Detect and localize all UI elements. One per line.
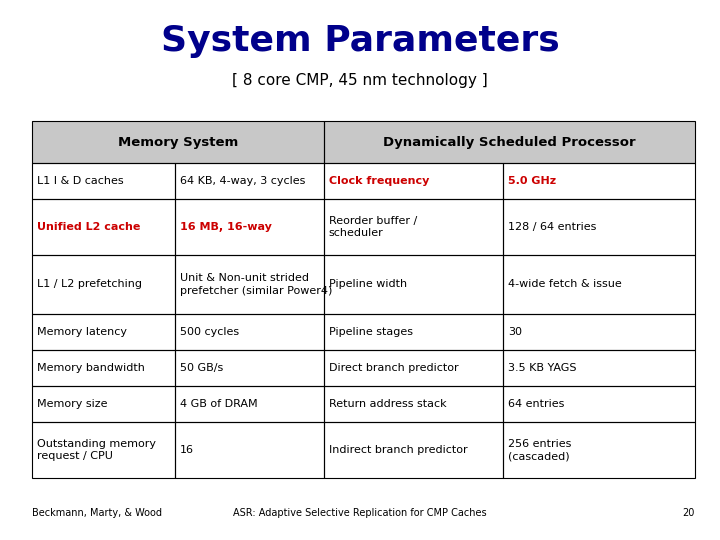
Bar	[503, 422, 695, 478]
Bar	[32, 350, 175, 386]
Text: Unit & Non-unit strided
prefetcher (similar Power4): Unit & Non-unit strided prefetcher (simi…	[180, 273, 332, 295]
Bar	[324, 122, 695, 163]
Text: Memory System: Memory System	[118, 136, 238, 148]
Text: [ 8 core CMP, 45 nm technology ]: [ 8 core CMP, 45 nm technology ]	[232, 73, 488, 88]
Bar	[324, 122, 695, 163]
Text: Direct branch predictor: Direct branch predictor	[329, 363, 459, 373]
Bar	[32, 163, 175, 199]
Bar	[32, 255, 175, 314]
Text: 256 entries
(cascaded): 256 entries (cascaded)	[508, 439, 571, 461]
Bar	[324, 314, 503, 350]
Text: Reorder buffer /
scheduler: Reorder buffer / scheduler	[329, 215, 417, 238]
Text: 4-wide fetch & issue: 4-wide fetch & issue	[508, 279, 621, 289]
Bar	[175, 199, 324, 255]
Text: Memory bandwidth: Memory bandwidth	[37, 363, 145, 373]
Text: 5.0 GHz: 5.0 GHz	[508, 176, 556, 186]
Text: 20: 20	[683, 508, 695, 518]
Text: Memory latency: Memory latency	[37, 327, 127, 337]
Text: System Parameters: System Parameters	[161, 24, 559, 58]
Text: Dynamically Scheduled Processor: Dynamically Scheduled Processor	[383, 136, 636, 148]
Bar	[32, 314, 175, 350]
Text: L1 / L2 prefetching: L1 / L2 prefetching	[37, 279, 143, 289]
Text: 500 cycles: 500 cycles	[180, 327, 239, 337]
Text: Pipeline width: Pipeline width	[329, 279, 407, 289]
Text: ASR: Adaptive Selective Replication for CMP Caches: ASR: Adaptive Selective Replication for …	[233, 508, 487, 518]
Bar	[503, 386, 695, 422]
Bar	[175, 163, 324, 199]
Bar	[175, 255, 324, 314]
Text: 16 MB, 16-way: 16 MB, 16-way	[180, 222, 271, 232]
Bar	[503, 314, 695, 350]
Text: Clock frequency: Clock frequency	[329, 176, 429, 186]
Bar	[32, 122, 324, 163]
Bar	[175, 422, 324, 478]
Text: Memory size: Memory size	[37, 399, 108, 409]
Text: 16: 16	[180, 445, 194, 455]
Bar	[32, 422, 175, 478]
Text: L1 I & D caches: L1 I & D caches	[37, 176, 124, 186]
Text: Pipeline stages: Pipeline stages	[329, 327, 413, 337]
Bar	[503, 350, 695, 386]
Text: 30: 30	[508, 327, 522, 337]
Bar	[32, 386, 175, 422]
Bar	[324, 386, 503, 422]
Text: 64 KB, 4-way, 3 cycles: 64 KB, 4-way, 3 cycles	[180, 176, 305, 186]
Text: Unified L2 cache: Unified L2 cache	[37, 222, 141, 232]
Bar	[324, 199, 503, 255]
Bar	[32, 122, 324, 163]
Text: Outstanding memory
request / CPU: Outstanding memory request / CPU	[37, 439, 156, 461]
Bar	[32, 199, 175, 255]
Bar	[324, 350, 503, 386]
Bar	[175, 350, 324, 386]
Text: 50 GB/s: 50 GB/s	[180, 363, 223, 373]
Text: Return address stack: Return address stack	[329, 399, 446, 409]
Bar	[503, 255, 695, 314]
Text: 128 / 64 entries: 128 / 64 entries	[508, 222, 596, 232]
Bar	[324, 255, 503, 314]
Bar	[324, 163, 503, 199]
Text: Beckmann, Marty, & Wood: Beckmann, Marty, & Wood	[32, 508, 163, 518]
Text: 3.5 KB YAGS: 3.5 KB YAGS	[508, 363, 576, 373]
Text: 4 GB of DRAM: 4 GB of DRAM	[180, 399, 258, 409]
Text: Indirect branch predictor: Indirect branch predictor	[329, 445, 467, 455]
Text: 64 entries: 64 entries	[508, 399, 564, 409]
Bar	[503, 199, 695, 255]
Bar	[175, 314, 324, 350]
Bar	[503, 163, 695, 199]
Bar	[175, 386, 324, 422]
Bar	[324, 422, 503, 478]
